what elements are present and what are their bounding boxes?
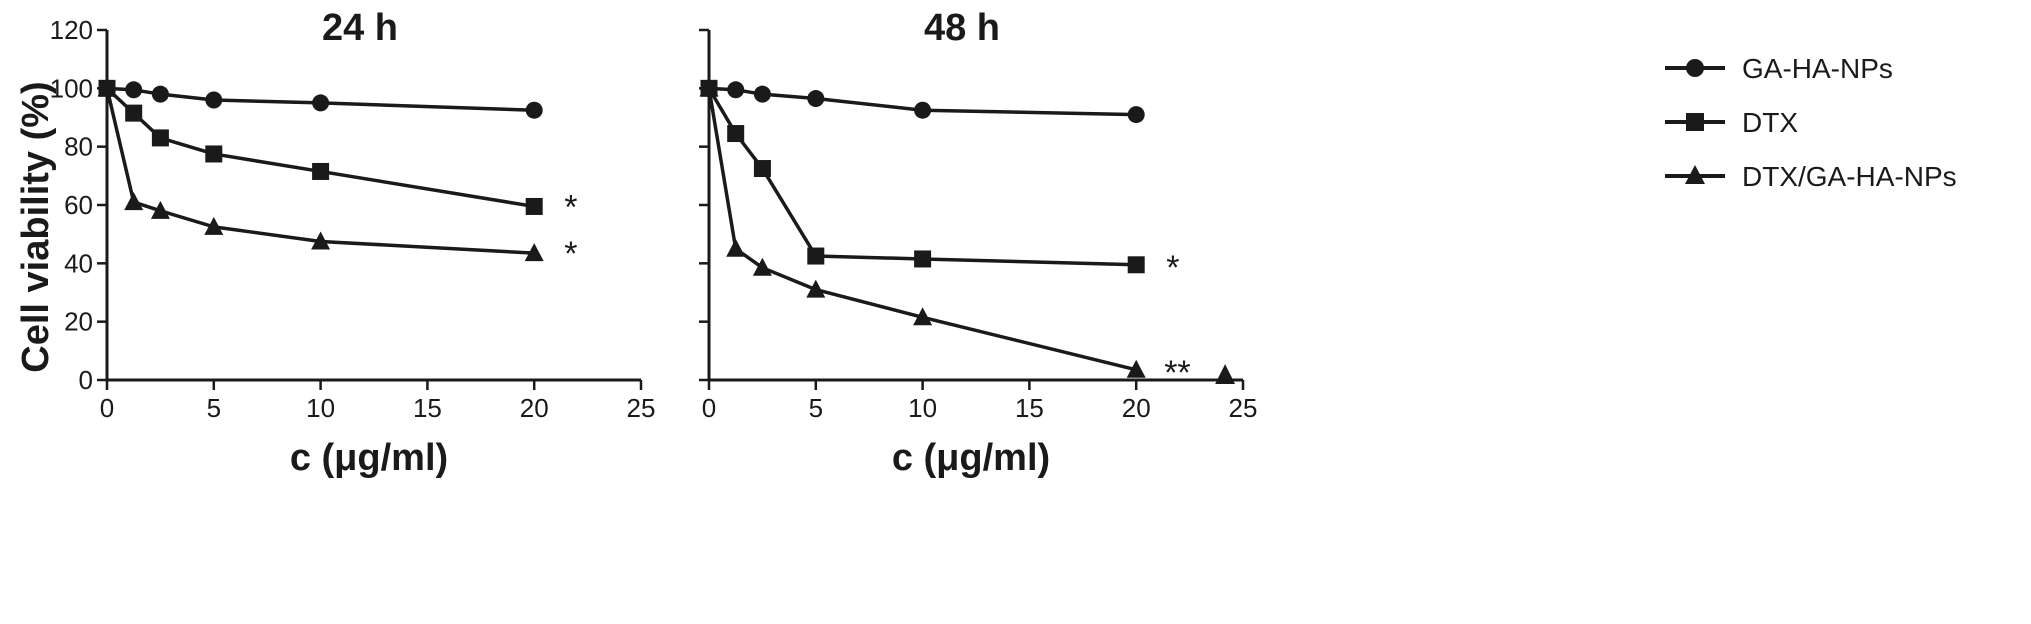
legend-item-ga-ha-nps: GA-HA-NPs (1665, 53, 1893, 84)
legend-label-dtx-ga-ha-nps: DTX/GA-HA-NPs (1742, 161, 1957, 192)
y-tick-label: 60 (64, 190, 93, 220)
data-point-series0-5-circle (525, 101, 543, 119)
legend-item-dtx-ga-ha-nps: DTX/GA-HA-NPs (1665, 161, 1957, 192)
series-line-2 (707, 88, 1137, 372)
data-point-series2-4-triangle (311, 231, 331, 250)
legend-label-dtx: DTX (1742, 107, 1798, 138)
y-tick-label: 20 (64, 307, 93, 337)
y-tick-label: 0 (79, 365, 93, 395)
x-tick-label: 10 (908, 393, 937, 423)
data-point-series1-2-square (151, 129, 169, 147)
legend-square-marker (1686, 113, 1704, 131)
data-point-series1-2-square (753, 160, 771, 178)
x-tick-label: 25 (1229, 393, 1258, 423)
x-tick-label: 10 (306, 393, 335, 423)
data-point-series0-4-circle (312, 94, 330, 112)
data-point-series0-5-circle (1127, 106, 1145, 124)
x-tick-label: 0 (702, 393, 716, 423)
data-point-series1-3-square (205, 145, 223, 163)
x-tick-label: 0 (100, 393, 114, 423)
legend-triangle-marker (1685, 165, 1705, 184)
legend: GA-HA-NPs DTX DTX/GA-HA-NPs (1665, 53, 1957, 192)
x-axis-title: c (μg/ml) (290, 437, 448, 479)
y-tick-label: 40 (64, 248, 93, 278)
panel-title: 48 h (924, 7, 1000, 49)
data-point-series1-5-square (525, 197, 543, 215)
data-point-series2-1-triangle (124, 192, 144, 211)
legend-item-dtx: DTX (1665, 107, 1798, 138)
data-point-series1-1-square (727, 125, 745, 143)
data-point-series1-3-square (807, 247, 825, 265)
data-point-series0-2-circle (151, 85, 169, 103)
data-point-series2-4-triangle (913, 307, 933, 326)
data-point-series0-1-circle (125, 81, 143, 99)
x-tick-label: 20 (1122, 393, 1151, 423)
y-tick-label: 80 (64, 132, 93, 162)
panel-title: 24 h (322, 7, 398, 49)
y-tick-label: 120 (50, 15, 93, 45)
data-point-series0-4-circle (914, 101, 932, 119)
data-point-series2-5-triangle (524, 243, 544, 262)
y-axis-title: Cell viability (%) (15, 81, 57, 372)
data-point-series2-5-triangle (1126, 359, 1146, 378)
data-point-series2-3-triangle (204, 216, 224, 235)
data-point-series0-2-circle (753, 85, 771, 103)
data-point-series1-1-square (125, 104, 143, 122)
x-tick-label: 15 (1015, 393, 1044, 423)
x-tick-label: 5 (207, 393, 221, 423)
y-tick-label: 100 (50, 73, 93, 103)
data-point-series1-4-square (312, 162, 330, 180)
significance-annotation: * (564, 188, 577, 226)
significance-annotation: ▲ (1208, 354, 1242, 392)
series-line-2 (105, 87, 535, 255)
data-point-series2-1-triangle (726, 238, 746, 257)
legend-circle-marker (1686, 59, 1704, 77)
data-point-series1-4-square (914, 250, 932, 268)
data-point-series2-3-triangle (806, 279, 826, 298)
data-point-series2-2-triangle (752, 257, 772, 276)
x-tick-label: 15 (413, 393, 442, 423)
data-point-series0-3-circle (205, 91, 223, 109)
data-point-series1-5-square (1127, 256, 1145, 274)
legend-label-ga-ha-nps: GA-HA-NPs (1742, 53, 1893, 84)
significance-annotation: * (564, 235, 577, 273)
data-point-series2-0-triangle (97, 78, 117, 97)
data-point-series2-2-triangle (150, 200, 170, 219)
x-axis-title: c (μg/ml) (892, 437, 1050, 479)
data-point-series2-0-triangle (699, 78, 719, 97)
significance-annotation: ** (1164, 354, 1190, 392)
significance-annotation: * (1166, 249, 1179, 287)
chart-panel-1: 0 5 10 15 20 25 0 20 40 60 80 100 120 24 h c (μg/ml) Ce… (15, 7, 655, 479)
data-point-series0-1-circle (727, 81, 745, 99)
x-tick-label: 5 (809, 393, 823, 423)
x-tick-label: 20 (520, 393, 549, 423)
x-tick-label: 25 (627, 393, 656, 423)
data-point-series0-3-circle (807, 90, 825, 108)
